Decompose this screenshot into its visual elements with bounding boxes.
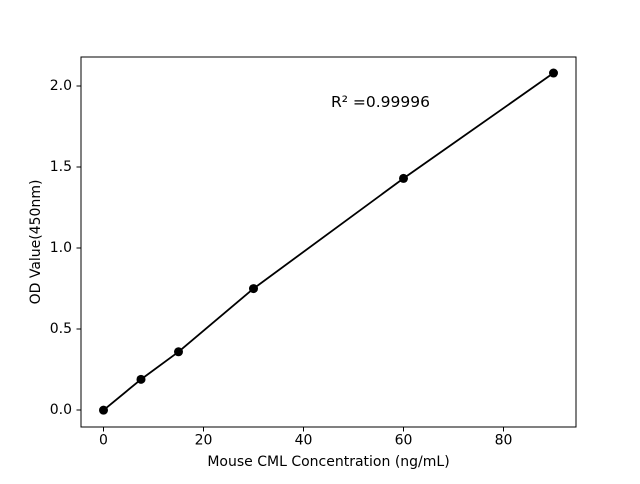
data-point bbox=[549, 68, 558, 78]
x-axis-label: Mouse CML Concentration (ng/mL) bbox=[207, 454, 449, 470]
data-point bbox=[99, 405, 108, 415]
y-tick-label: 1.5 bbox=[50, 159, 72, 175]
r-squared-annotation: R² =0.99996 bbox=[331, 93, 430, 111]
y-axis-label: OD Value(450nm) bbox=[28, 180, 44, 305]
y-tick-label: 2.0 bbox=[50, 78, 72, 94]
y-tick-label: 1.0 bbox=[50, 240, 72, 256]
plot-border bbox=[80, 56, 577, 428]
plot-area: 0 20 40 60 80 0.0 0.5 1.0 1.5 2.0 bbox=[50, 56, 577, 449]
data-point bbox=[249, 284, 258, 294]
y-tick-label: 0.0 bbox=[50, 402, 72, 418]
x-tick-label: 20 bbox=[195, 433, 213, 449]
data-point bbox=[399, 173, 408, 183]
x-tick-label: 60 bbox=[395, 433, 413, 449]
x-tick-label: 80 bbox=[495, 433, 513, 449]
series-line bbox=[102, 72, 555, 412]
x-tick-label: 0 bbox=[99, 433, 108, 449]
y-tick-label: 0.5 bbox=[50, 321, 72, 337]
data-point bbox=[136, 374, 146, 384]
data-point bbox=[174, 347, 183, 357]
x-tick-label: 40 bbox=[295, 433, 313, 449]
